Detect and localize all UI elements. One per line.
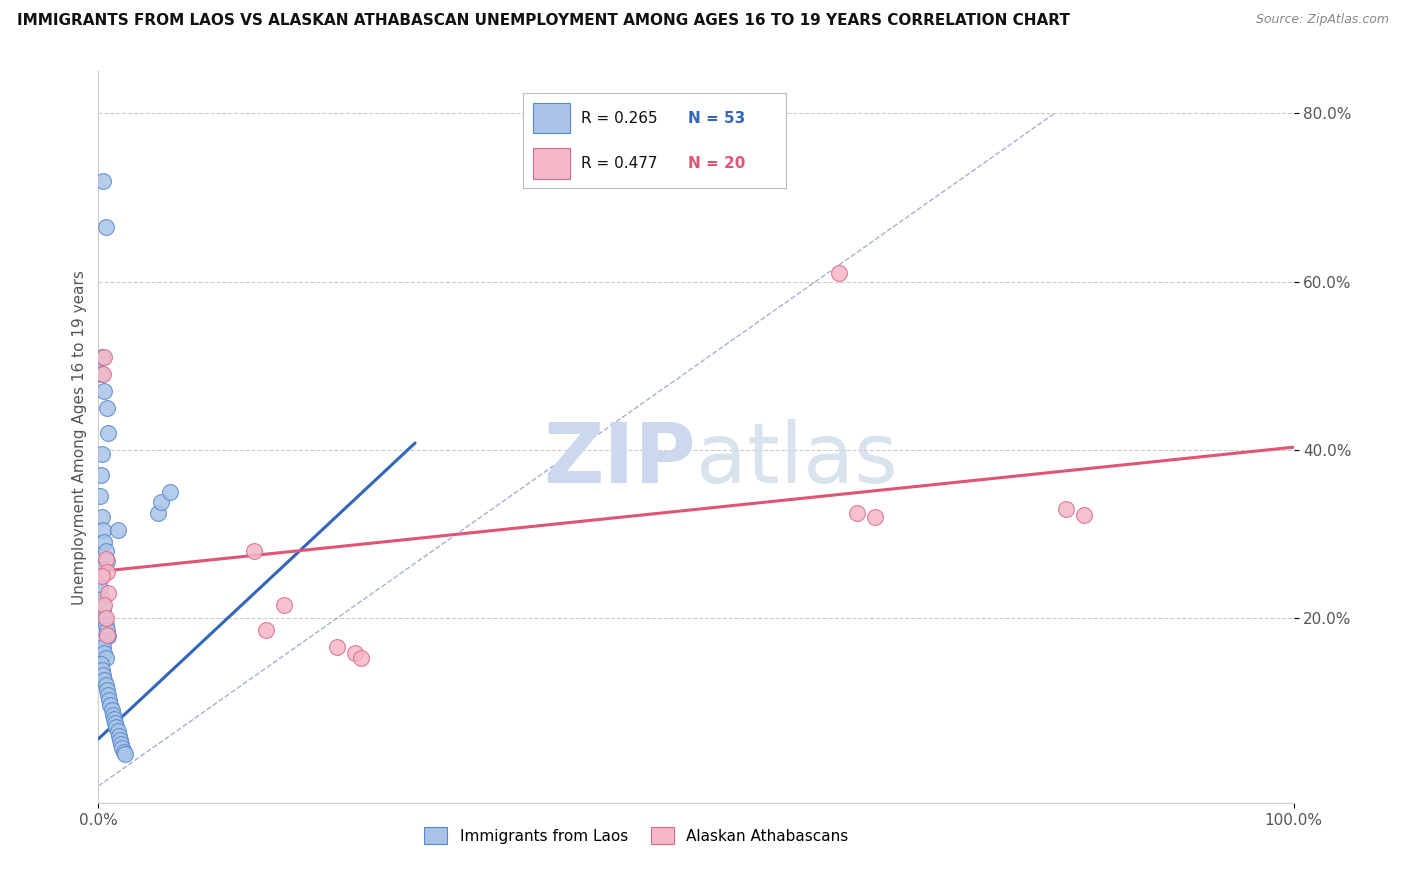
Point bbox=[89, 489, 111, 503]
Point bbox=[96, 627, 118, 641]
Point bbox=[846, 506, 869, 520]
Text: Source: ZipAtlas.com: Source: ZipAtlas.com bbox=[1256, 13, 1389, 27]
Point bbox=[148, 506, 170, 520]
Point bbox=[97, 425, 120, 440]
Point bbox=[96, 624, 118, 638]
Point bbox=[97, 585, 120, 599]
Point bbox=[90, 570, 112, 584]
Point bbox=[105, 720, 128, 734]
Point bbox=[90, 657, 112, 671]
Point bbox=[93, 599, 115, 613]
Point bbox=[96, 401, 118, 415]
Point bbox=[91, 640, 114, 655]
Point bbox=[93, 535, 115, 549]
Point bbox=[91, 663, 114, 677]
Point bbox=[93, 646, 115, 660]
Point bbox=[91, 367, 114, 381]
Point bbox=[94, 617, 117, 632]
Point bbox=[91, 562, 114, 576]
Point bbox=[97, 629, 120, 643]
Point bbox=[91, 569, 114, 583]
Point bbox=[94, 552, 117, 566]
Point bbox=[94, 543, 117, 558]
Point bbox=[344, 646, 367, 660]
Point bbox=[107, 724, 129, 739]
Point bbox=[103, 712, 125, 726]
Point bbox=[91, 447, 114, 461]
Point bbox=[91, 523, 114, 537]
Point bbox=[273, 599, 295, 613]
Point bbox=[91, 510, 114, 524]
Point bbox=[112, 745, 135, 759]
Point bbox=[107, 523, 129, 537]
Point bbox=[243, 543, 266, 558]
Point bbox=[93, 611, 115, 625]
Point bbox=[91, 350, 114, 364]
Point bbox=[828, 266, 851, 280]
Point bbox=[91, 174, 114, 188]
Point bbox=[865, 510, 887, 524]
Point bbox=[326, 640, 349, 655]
Point bbox=[107, 729, 129, 743]
Point bbox=[100, 703, 122, 717]
Point bbox=[94, 219, 117, 234]
Point bbox=[94, 611, 117, 625]
Point bbox=[110, 737, 132, 751]
Point bbox=[254, 624, 277, 638]
Point bbox=[94, 651, 117, 665]
Text: atlas: atlas bbox=[696, 418, 897, 500]
Point bbox=[96, 565, 118, 579]
Point bbox=[159, 484, 181, 499]
Point bbox=[91, 634, 114, 648]
Point bbox=[98, 698, 122, 713]
Point bbox=[350, 651, 373, 665]
Point bbox=[1073, 508, 1095, 523]
Point bbox=[108, 732, 131, 747]
Point bbox=[111, 741, 134, 756]
Point bbox=[1056, 501, 1078, 516]
Point bbox=[90, 467, 112, 482]
Point bbox=[97, 688, 120, 702]
Point bbox=[93, 384, 115, 398]
Point bbox=[149, 495, 172, 509]
Point bbox=[101, 707, 124, 722]
Point bbox=[114, 747, 136, 761]
Point bbox=[91, 602, 114, 616]
Point bbox=[89, 582, 111, 596]
Point bbox=[104, 715, 127, 730]
Point bbox=[91, 668, 114, 682]
Text: IMMIGRANTS FROM LAOS VS ALASKAN ATHABASCAN UNEMPLOYMENT AMONG AGES 16 TO 19 YEAR: IMMIGRANTS FROM LAOS VS ALASKAN ATHABASC… bbox=[17, 13, 1070, 29]
Point bbox=[96, 554, 118, 568]
Y-axis label: Unemployment Among Ages 16 to 19 years: Unemployment Among Ages 16 to 19 years bbox=[72, 269, 87, 605]
Point bbox=[94, 678, 117, 692]
Text: ZIP: ZIP bbox=[544, 418, 696, 500]
Point bbox=[90, 367, 112, 381]
Point bbox=[96, 683, 118, 698]
Point bbox=[93, 673, 115, 687]
Point bbox=[91, 592, 114, 607]
Legend: Immigrants from Laos, Alaskan Athabascans: Immigrants from Laos, Alaskan Athabascan… bbox=[418, 822, 855, 850]
Point bbox=[93, 350, 115, 364]
Point bbox=[98, 693, 121, 707]
